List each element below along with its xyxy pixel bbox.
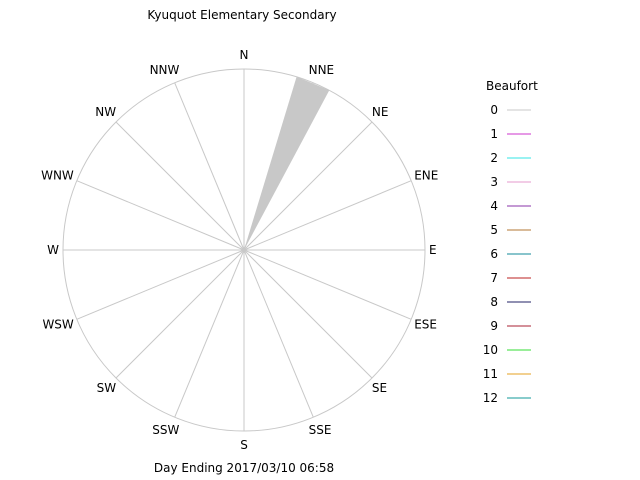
rose-grid [62, 68, 426, 432]
spoke-ssw [174, 249, 245, 418]
direction-labels: N NNE NE ENE E ESE SE SSE S SSW SW WSW W WNW NW NNW [41, 48, 438, 452]
direction-label-se: SE [372, 381, 387, 395]
legend-label-1: 1 [490, 127, 498, 141]
legend-label-4: 4 [490, 199, 498, 213]
legend-label-10: 10 [483, 343, 498, 357]
legend-label-6: 6 [490, 247, 498, 261]
legend-label-0: 0 [490, 103, 498, 117]
chart-footer: Day Ending 2017/03/10 06:58 [154, 461, 334, 475]
direction-label-sse: SSE [309, 423, 332, 437]
spoke-nw [115, 121, 245, 251]
direction-label-s: S [240, 438, 248, 452]
direction-label-nnw: NNW [150, 63, 180, 77]
spoke-ese [243, 249, 412, 320]
legend-label-7: 7 [490, 271, 498, 285]
direction-label-nw: NW [95, 105, 116, 119]
direction-label-w: W [47, 243, 59, 257]
spoke-ne [243, 121, 373, 251]
legend-label-8: 8 [490, 295, 498, 309]
spoke-nnw [174, 82, 245, 251]
direction-label-wnw: WNW [41, 168, 74, 182]
spoke-wsw [76, 249, 245, 320]
direction-label-ssw: SSW [152, 423, 179, 437]
legend-label-11: 11 [483, 367, 498, 381]
legend-title: Beaufort [486, 79, 538, 93]
legend-label-9: 9 [490, 319, 498, 333]
spoke-ene [243, 180, 412, 251]
direction-label-sw: SW [97, 381, 117, 395]
legend-label-5: 5 [490, 223, 498, 237]
direction-label-ene: ENE [414, 168, 438, 182]
direction-label-n: N [240, 48, 249, 62]
direction-label-wsw: WSW [42, 318, 73, 332]
direction-label-e: E [429, 243, 437, 257]
spoke-wnw [76, 180, 245, 251]
direction-label-nne: NNE [309, 63, 335, 77]
direction-label-ese: ESE [414, 318, 437, 332]
spoke-sse [243, 249, 314, 418]
legend-label-12: 12 [483, 391, 498, 405]
wedge-nne [244, 76, 330, 250]
legend-label-2: 2 [490, 151, 498, 165]
spoke-se [243, 249, 373, 379]
spoke-sw [115, 249, 245, 379]
rose-wedges [244, 76, 330, 250]
direction-label-ne: NE [372, 105, 389, 119]
legend-label-3: 3 [490, 175, 498, 189]
chart-title: Kyuquot Elementary Secondary [147, 8, 336, 22]
